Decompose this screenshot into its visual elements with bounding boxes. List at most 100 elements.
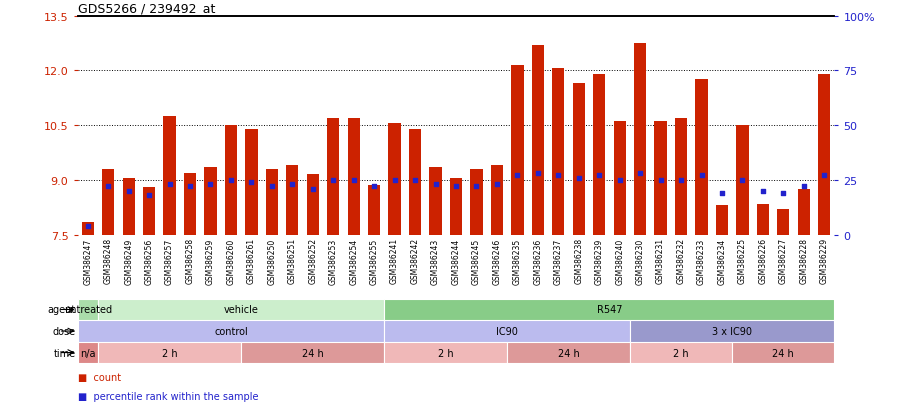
- Point: [305, 186, 320, 192]
- Bar: [388, 124, 400, 235]
- Bar: [776, 209, 789, 235]
- Bar: [286, 166, 298, 235]
- Bar: [654, 122, 666, 235]
- Point: [203, 181, 218, 188]
- Bar: [511, 66, 523, 235]
- Bar: [327, 119, 339, 235]
- Point: [223, 177, 238, 184]
- Text: 24 h: 24 h: [557, 348, 578, 358]
- Point: [693, 173, 708, 179]
- Text: R547: R547: [596, 305, 621, 315]
- Point: [550, 173, 565, 179]
- Point: [142, 192, 157, 199]
- Text: agent: agent: [47, 305, 76, 315]
- Bar: [225, 126, 237, 235]
- Bar: [694, 80, 707, 235]
- Bar: [77, 299, 97, 320]
- Bar: [184, 173, 196, 235]
- Text: 2 h: 2 h: [161, 348, 178, 358]
- Text: GDS5266 / 239492_at: GDS5266 / 239492_at: [77, 2, 215, 15]
- Text: 24 h: 24 h: [302, 348, 323, 358]
- Point: [387, 177, 402, 184]
- Bar: [143, 188, 155, 235]
- Bar: [265, 169, 278, 235]
- Point: [448, 184, 463, 190]
- Bar: [531, 46, 543, 235]
- Bar: [551, 69, 564, 235]
- Bar: [122, 178, 135, 235]
- Text: 2 h: 2 h: [437, 348, 453, 358]
- Point: [407, 177, 422, 184]
- Bar: [204, 168, 217, 235]
- Text: ■  count: ■ count: [77, 372, 120, 382]
- Bar: [408, 129, 421, 235]
- Point: [182, 184, 197, 190]
- Point: [285, 181, 300, 188]
- Bar: [81, 222, 94, 235]
- Bar: [797, 190, 809, 235]
- Text: IC90: IC90: [496, 326, 517, 336]
- Point: [80, 223, 95, 230]
- Bar: [732, 342, 834, 363]
- Bar: [592, 75, 605, 235]
- Point: [591, 173, 606, 179]
- Text: 3 x IC90: 3 x IC90: [711, 326, 752, 336]
- Point: [101, 184, 116, 190]
- Point: [346, 177, 361, 184]
- Text: time: time: [54, 348, 76, 358]
- Bar: [97, 342, 241, 363]
- Text: untreated: untreated: [64, 305, 112, 315]
- Point: [162, 181, 177, 188]
- Point: [468, 184, 483, 190]
- Text: ■  percentile rank within the sample: ■ percentile rank within the sample: [77, 391, 258, 401]
- Text: 24 h: 24 h: [772, 348, 793, 358]
- Point: [714, 190, 729, 197]
- Point: [754, 188, 769, 195]
- Point: [264, 184, 279, 190]
- Bar: [630, 320, 834, 342]
- Bar: [715, 206, 727, 235]
- Point: [775, 190, 790, 197]
- Bar: [470, 169, 482, 235]
- Point: [244, 179, 259, 186]
- Bar: [613, 122, 625, 235]
- Bar: [306, 175, 319, 235]
- Bar: [817, 75, 830, 235]
- Point: [673, 177, 688, 184]
- Point: [734, 177, 749, 184]
- Point: [325, 177, 340, 184]
- Text: n/a: n/a: [80, 348, 96, 358]
- Bar: [630, 342, 732, 363]
- Bar: [490, 166, 503, 235]
- Bar: [756, 204, 768, 235]
- Bar: [368, 186, 380, 235]
- Bar: [633, 44, 646, 235]
- Bar: [429, 168, 441, 235]
- Point: [509, 173, 524, 179]
- Text: dose: dose: [53, 326, 76, 336]
- Bar: [384, 299, 834, 320]
- Text: 2 h: 2 h: [672, 348, 688, 358]
- Point: [428, 181, 443, 188]
- Point: [652, 177, 667, 184]
- Point: [632, 171, 647, 177]
- Bar: [102, 169, 114, 235]
- Bar: [735, 126, 748, 235]
- Point: [795, 184, 810, 190]
- Point: [366, 184, 381, 190]
- Bar: [674, 119, 686, 235]
- Bar: [163, 116, 176, 235]
- Bar: [241, 342, 384, 363]
- Text: vehicle: vehicle: [223, 305, 259, 315]
- Point: [571, 175, 586, 181]
- Bar: [572, 84, 584, 235]
- Bar: [245, 129, 257, 235]
- Text: control: control: [214, 326, 248, 336]
- Bar: [384, 320, 630, 342]
- Bar: [97, 299, 384, 320]
- Point: [816, 173, 831, 179]
- Bar: [347, 119, 360, 235]
- Point: [530, 171, 545, 177]
- Bar: [507, 342, 630, 363]
- Bar: [77, 320, 384, 342]
